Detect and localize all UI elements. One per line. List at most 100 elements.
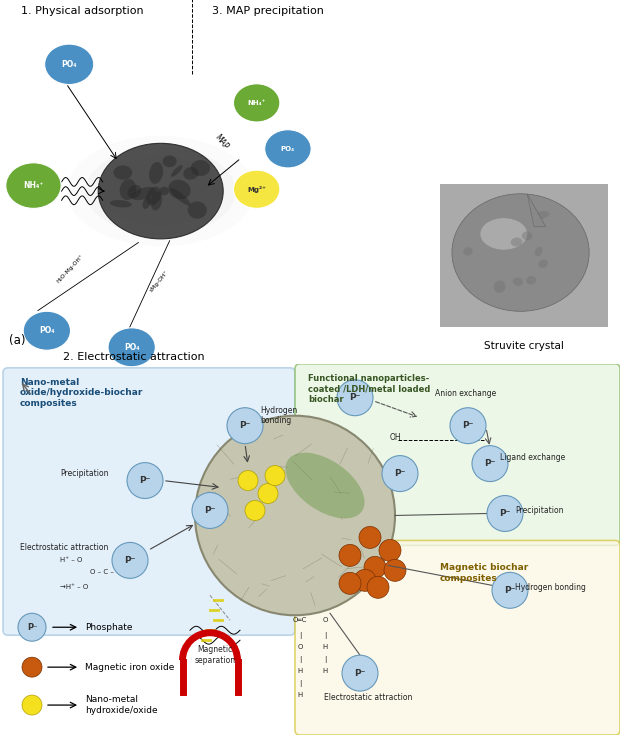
Circle shape bbox=[487, 495, 523, 531]
Text: Anion exchange: Anion exchange bbox=[435, 390, 496, 398]
Text: P⁻: P⁻ bbox=[239, 421, 250, 430]
Text: P⁻: P⁻ bbox=[349, 393, 361, 402]
Circle shape bbox=[258, 484, 278, 503]
Ellipse shape bbox=[532, 211, 549, 220]
Text: Mg²⁺: Mg²⁺ bbox=[247, 186, 266, 193]
Text: 1. Physical adsorption: 1. Physical adsorption bbox=[21, 6, 144, 15]
Ellipse shape bbox=[463, 247, 473, 256]
Text: P⁻: P⁻ bbox=[125, 556, 136, 565]
Circle shape bbox=[265, 465, 285, 486]
Ellipse shape bbox=[188, 201, 207, 219]
Ellipse shape bbox=[538, 259, 548, 268]
Text: Magnetic iron oxide: Magnetic iron oxide bbox=[85, 663, 174, 672]
Ellipse shape bbox=[511, 237, 523, 246]
Circle shape bbox=[22, 695, 42, 715]
Circle shape bbox=[227, 408, 263, 444]
Ellipse shape bbox=[151, 191, 162, 210]
Text: NH₄⁺: NH₄⁺ bbox=[24, 181, 43, 190]
Text: P⁻: P⁻ bbox=[499, 509, 511, 518]
Ellipse shape bbox=[191, 160, 210, 176]
Text: Struvite crystal: Struvite crystal bbox=[484, 341, 564, 351]
Text: O – C –: O – C – bbox=[90, 570, 114, 576]
Text: →H⁺ – O: →H⁺ – O bbox=[60, 584, 88, 590]
Ellipse shape bbox=[171, 165, 182, 177]
Text: P⁻: P⁻ bbox=[354, 669, 366, 678]
Circle shape bbox=[382, 456, 418, 492]
Text: Precipitation: Precipitation bbox=[515, 506, 564, 515]
Text: PO₄: PO₄ bbox=[39, 326, 55, 335]
Ellipse shape bbox=[513, 278, 523, 286]
Text: PO₄: PO₄ bbox=[281, 146, 295, 152]
Text: P⁻: P⁻ bbox=[140, 476, 151, 485]
Circle shape bbox=[384, 559, 406, 581]
Text: P⁻: P⁻ bbox=[484, 459, 495, 468]
Text: Hydrogen
bonding: Hydrogen bonding bbox=[260, 406, 297, 425]
FancyBboxPatch shape bbox=[295, 540, 620, 735]
Text: Nano-metal
oxide/hydroxide-biochar
composites: Nano-metal oxide/hydroxide-biochar compo… bbox=[20, 378, 143, 408]
Ellipse shape bbox=[146, 187, 161, 205]
Circle shape bbox=[450, 408, 486, 444]
Circle shape bbox=[339, 545, 361, 567]
Ellipse shape bbox=[522, 232, 533, 240]
Text: Precipitation: Precipitation bbox=[60, 469, 108, 478]
Ellipse shape bbox=[168, 180, 190, 199]
FancyBboxPatch shape bbox=[295, 364, 620, 545]
Ellipse shape bbox=[67, 136, 254, 246]
Circle shape bbox=[112, 542, 148, 578]
Ellipse shape bbox=[120, 179, 136, 200]
Text: H: H bbox=[322, 644, 327, 650]
Text: P⁻: P⁻ bbox=[463, 421, 474, 430]
Circle shape bbox=[364, 556, 386, 578]
Text: Magnetic biochar
composites: Magnetic biochar composites bbox=[440, 564, 528, 583]
Text: P⁻: P⁻ bbox=[205, 506, 216, 515]
Circle shape bbox=[342, 655, 378, 691]
Circle shape bbox=[22, 657, 42, 677]
Circle shape bbox=[192, 492, 228, 528]
Ellipse shape bbox=[101, 157, 220, 226]
Text: Ligand exchange: Ligand exchange bbox=[500, 453, 565, 462]
Text: O: O bbox=[298, 644, 303, 650]
Circle shape bbox=[195, 416, 395, 615]
Ellipse shape bbox=[452, 194, 589, 312]
Text: Electrostatic attraction: Electrostatic attraction bbox=[20, 543, 108, 552]
Circle shape bbox=[245, 501, 265, 520]
Circle shape bbox=[234, 171, 280, 209]
Circle shape bbox=[23, 312, 71, 351]
Text: PO₄: PO₄ bbox=[61, 60, 77, 69]
Ellipse shape bbox=[494, 281, 506, 293]
Ellipse shape bbox=[480, 218, 527, 250]
Text: |: | bbox=[324, 631, 326, 639]
Text: H₂O-Mg-OH⁺: H₂O-Mg-OH⁺ bbox=[56, 254, 85, 284]
Text: P⁻: P⁻ bbox=[394, 469, 405, 478]
Text: Functional nanoparticles-
coated /LDH/metal loaded
biochar: Functional nanoparticles- coated /LDH/me… bbox=[308, 374, 430, 404]
Ellipse shape bbox=[98, 143, 223, 239]
Circle shape bbox=[472, 445, 508, 481]
Text: 3. MAP precipitation: 3. MAP precipitation bbox=[212, 6, 324, 15]
Text: OH: OH bbox=[390, 433, 402, 442]
Text: NH₄⁺: NH₄⁺ bbox=[247, 100, 266, 106]
Ellipse shape bbox=[110, 200, 132, 207]
Circle shape bbox=[379, 539, 401, 562]
Circle shape bbox=[45, 44, 94, 85]
Circle shape bbox=[354, 570, 376, 592]
Text: PO₄: PO₄ bbox=[124, 343, 140, 352]
Text: O: O bbox=[322, 617, 328, 623]
Text: sMg-OH⁺: sMg-OH⁺ bbox=[149, 269, 170, 293]
Ellipse shape bbox=[113, 165, 132, 180]
Text: Magnetic
separation: Magnetic separation bbox=[195, 645, 236, 664]
Text: Electrostatic attraction: Electrostatic attraction bbox=[324, 693, 412, 702]
Circle shape bbox=[339, 573, 361, 595]
Text: H⁺ – O: H⁺ – O bbox=[60, 557, 82, 564]
Text: |: | bbox=[299, 656, 301, 663]
Ellipse shape bbox=[86, 147, 236, 235]
Text: O═C: O═C bbox=[293, 617, 307, 623]
Text: H: H bbox=[322, 668, 327, 674]
Circle shape bbox=[6, 163, 61, 209]
Ellipse shape bbox=[149, 162, 163, 184]
Circle shape bbox=[238, 470, 258, 490]
Text: Nano-metal
hydroxide/oxide: Nano-metal hydroxide/oxide bbox=[85, 695, 157, 714]
Circle shape bbox=[265, 129, 311, 168]
Text: H: H bbox=[298, 692, 303, 698]
Ellipse shape bbox=[184, 167, 198, 179]
Text: P⁻: P⁻ bbox=[27, 623, 37, 632]
